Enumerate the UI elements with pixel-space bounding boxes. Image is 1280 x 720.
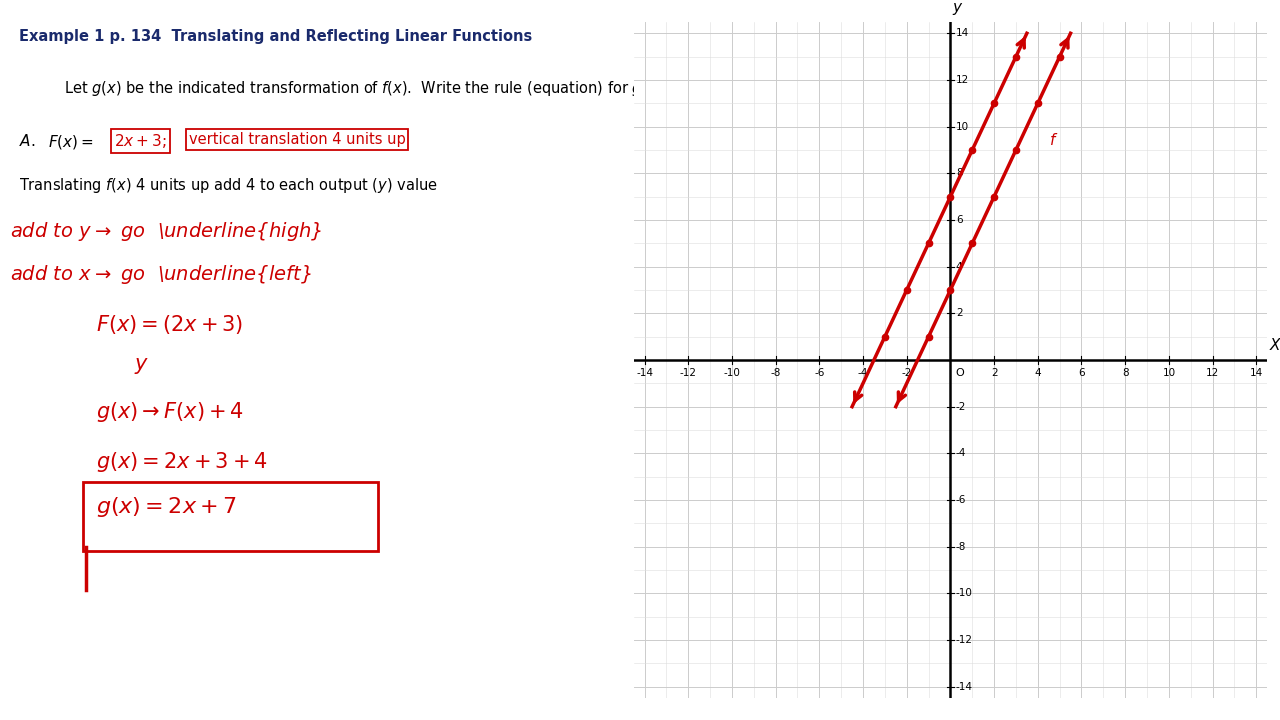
Text: $f$: $f$ bbox=[1048, 132, 1059, 148]
Text: 8: 8 bbox=[1121, 368, 1129, 378]
Text: $X$: $X$ bbox=[1270, 337, 1280, 353]
Text: 14: 14 bbox=[1249, 368, 1263, 378]
Text: $2x + 3;$: $2x + 3;$ bbox=[114, 132, 166, 150]
Text: $F(x)=(2x+3)$: $F(x)=(2x+3)$ bbox=[96, 313, 243, 336]
Text: 4: 4 bbox=[1034, 368, 1041, 378]
Text: $y$: $y$ bbox=[134, 356, 150, 377]
Text: -12: -12 bbox=[680, 368, 696, 378]
Text: Translating $f(x)$ 4 units up add 4 to each output $(y)$ value: Translating $f(x)$ 4 units up add 4 to e… bbox=[19, 176, 438, 195]
Text: -4: -4 bbox=[956, 449, 966, 459]
Text: -6: -6 bbox=[956, 495, 966, 505]
Text: 10: 10 bbox=[1162, 368, 1175, 378]
Text: $F(x) =$: $F(x) =$ bbox=[49, 133, 93, 151]
Text: -2: -2 bbox=[901, 368, 911, 378]
Text: Example 1 p. 134  Translating and Reflecting Linear Functions: Example 1 p. 134 Translating and Reflect… bbox=[19, 29, 532, 44]
Text: 12: 12 bbox=[956, 75, 969, 85]
Text: add to $y\rightarrow$ go  \underline{high}: add to $y\rightarrow$ go \underline{high… bbox=[10, 220, 323, 243]
Text: vertical translation 4 units up: vertical translation 4 units up bbox=[189, 132, 406, 147]
Text: -8: -8 bbox=[956, 541, 966, 552]
Text: 4: 4 bbox=[956, 261, 963, 271]
Text: add to $x\rightarrow$ go  \underline{left}: add to $x\rightarrow$ go \underline{left… bbox=[10, 263, 311, 286]
Text: 2: 2 bbox=[956, 308, 963, 318]
Text: $g(x)\rightarrow F(x)+4$: $g(x)\rightarrow F(x)+4$ bbox=[96, 400, 244, 423]
Text: -14: -14 bbox=[956, 682, 973, 692]
Text: $g(x) = 2x+7$: $g(x) = 2x+7$ bbox=[96, 495, 237, 519]
Text: -8: -8 bbox=[771, 368, 781, 378]
Text: Let $g(x)$ be the indicated transformation of $f(x)$.  Write the rule (equation): Let $g(x)$ be the indicated transformati… bbox=[64, 79, 667, 98]
Text: 8: 8 bbox=[956, 168, 963, 179]
Text: 12: 12 bbox=[1206, 368, 1220, 378]
Text: -2: -2 bbox=[956, 402, 966, 412]
Text: $y$: $y$ bbox=[952, 1, 964, 17]
Text: 10: 10 bbox=[956, 122, 969, 132]
Text: -10: -10 bbox=[956, 588, 973, 598]
Text: 6: 6 bbox=[1078, 368, 1085, 378]
Text: -10: -10 bbox=[723, 368, 740, 378]
Text: 2: 2 bbox=[991, 368, 997, 378]
Text: -6: -6 bbox=[814, 368, 824, 378]
Text: 14: 14 bbox=[956, 28, 969, 38]
Text: 6: 6 bbox=[956, 215, 963, 225]
Text: -12: -12 bbox=[956, 635, 973, 645]
Text: -4: -4 bbox=[858, 368, 868, 378]
Text: $g(x) = 2x+3+4$: $g(x) = 2x+3+4$ bbox=[96, 450, 268, 474]
Text: O: O bbox=[956, 368, 965, 378]
Text: -14: -14 bbox=[636, 368, 653, 378]
Text: $A.$: $A.$ bbox=[19, 133, 36, 149]
